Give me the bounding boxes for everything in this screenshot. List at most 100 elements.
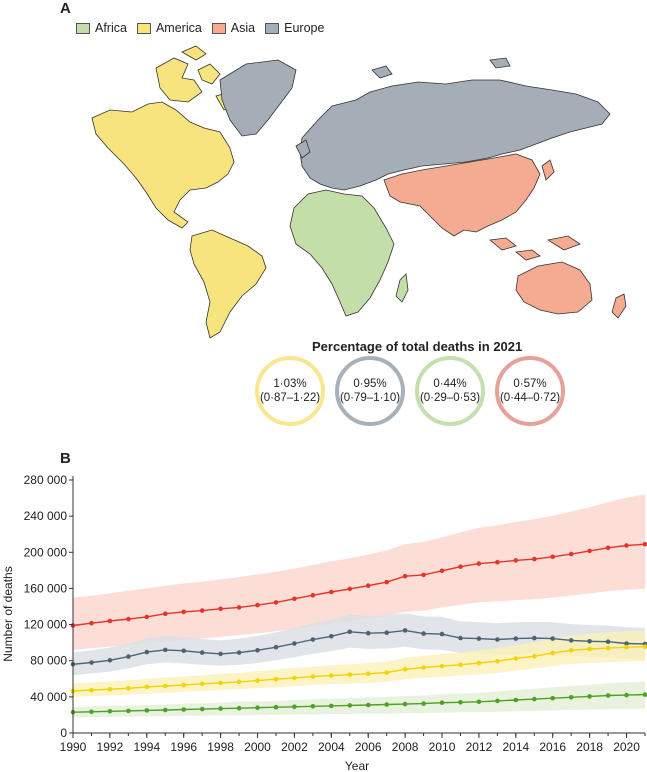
x-tick-labels: 1990 1992 1994 1996 1998 2000 2002 2004 2006 2008… (60, 740, 641, 754)
data-point (236, 650, 242, 655)
data-point (587, 646, 592, 652)
data-point (126, 616, 131, 622)
data-point (347, 586, 353, 592)
legend-item-asia: Asia (211, 21, 255, 35)
data-point (107, 686, 113, 692)
data-point (495, 698, 500, 704)
data-point (347, 672, 353, 677)
data-point (624, 644, 629, 650)
data-point (126, 708, 131, 714)
x-tick-label: 1992 (97, 740, 124, 754)
data-point (89, 620, 94, 626)
circle-ci: (0·79–1·10) (339, 392, 401, 404)
data-point (624, 641, 629, 646)
data-point (476, 699, 482, 705)
data-point (181, 648, 186, 654)
data-point (273, 704, 279, 710)
data-point (236, 705, 242, 711)
data-point (218, 706, 223, 711)
legend-label-africa: Africa (95, 21, 127, 35)
legend-swatch-asia (211, 22, 226, 34)
panel-a-letter: A (60, 0, 71, 17)
data-point (292, 641, 297, 646)
series-line-3 (72, 693, 646, 713)
circle-ci: (0·87–1·22) (259, 392, 321, 404)
legend-swatch-europe (265, 22, 280, 34)
data-point (292, 596, 297, 602)
x-tick-label: 2006 (355, 740, 382, 754)
legend-item-america: America (136, 21, 202, 35)
y-tick-label: 80 000 (30, 654, 67, 668)
circle-ci: (0·29–0·53) (419, 392, 481, 404)
data-point (310, 704, 316, 709)
data-point (365, 583, 371, 588)
data-point (568, 638, 574, 643)
data-point (347, 629, 353, 635)
region-africa (289, 189, 409, 317)
x-tick-label: 2018 (576, 740, 603, 754)
confidence-bands (73, 494, 645, 718)
deaths-line-chart: 0 40 000 80 000 120 000 160 000 200 000 240 00… (1, 473, 647, 772)
data-point (181, 707, 186, 712)
data-point (587, 694, 592, 699)
data-point (107, 618, 113, 624)
data-point (605, 693, 611, 698)
data-point (199, 650, 205, 655)
data-point (310, 637, 316, 642)
data-point (365, 702, 371, 708)
legend-label-america: America (155, 21, 202, 35)
data-point (199, 706, 205, 712)
data-point (329, 703, 334, 709)
data-point (273, 676, 279, 682)
data-point (458, 635, 463, 641)
x-tick-label: 2002 (281, 740, 308, 754)
data-point (421, 631, 426, 636)
data-point (107, 709, 113, 714)
confidence-band-1 (73, 613, 645, 676)
data-point (273, 600, 279, 605)
data-point (365, 630, 371, 636)
data-point (550, 554, 555, 560)
data-point (605, 545, 611, 551)
data-point (532, 653, 537, 659)
circle-value: 0·44% (433, 378, 467, 390)
y-tick-label: 240 000 (24, 509, 68, 523)
data-point (642, 541, 647, 547)
data-point (513, 656, 519, 661)
data-point (605, 639, 611, 644)
data-point (347, 703, 353, 708)
data-point (439, 700, 445, 705)
percentage-circle-america: 1·03% (0·87–1·22) (255, 356, 325, 426)
data-point (513, 636, 519, 641)
world-map (91, 45, 627, 339)
data-point (513, 558, 519, 563)
data-point (642, 644, 647, 649)
percentage-circle-africa: 0·44% (0·29–0·53) (415, 356, 485, 426)
x-tick-label: 1998 (207, 740, 234, 754)
data-point (421, 701, 426, 706)
data-point (550, 695, 555, 701)
x-axis-label: Year (345, 759, 369, 772)
legend-item-europe: Europe (265, 21, 324, 35)
data-point (273, 644, 279, 650)
data-point (236, 679, 242, 685)
data-point (421, 665, 426, 670)
data-point (310, 592, 316, 598)
data-point (439, 568, 445, 574)
data-point (495, 637, 500, 642)
data-point (532, 556, 537, 562)
x-tick-label: 2020 (613, 740, 640, 754)
data-point (126, 686, 131, 691)
percentage-circle-asia: 0·57% (0·44–0·72) (495, 356, 565, 426)
data-point (384, 670, 390, 675)
y-tick-label: 40 000 (30, 690, 67, 704)
legend-label-europe: Europe (284, 21, 325, 35)
circle-value: 0·95% (353, 378, 387, 390)
x-tick-label: 2014 (502, 740, 529, 754)
data-point (144, 684, 150, 690)
x-tick-label: 2004 (318, 740, 345, 754)
y-tick-label: 120 000 (24, 618, 68, 632)
region-america (91, 45, 267, 339)
data-point (126, 654, 131, 659)
data-point (365, 671, 371, 677)
